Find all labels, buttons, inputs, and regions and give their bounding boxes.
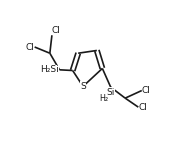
Text: Cl: Cl [138,103,147,112]
Text: Cl: Cl [142,86,151,95]
Text: H₂Si: H₂Si [40,65,59,74]
Text: Si: Si [107,88,115,97]
Text: Cl: Cl [26,42,35,51]
Text: S: S [80,82,86,91]
Text: Cl: Cl [52,26,61,35]
Text: H₂: H₂ [99,94,108,103]
